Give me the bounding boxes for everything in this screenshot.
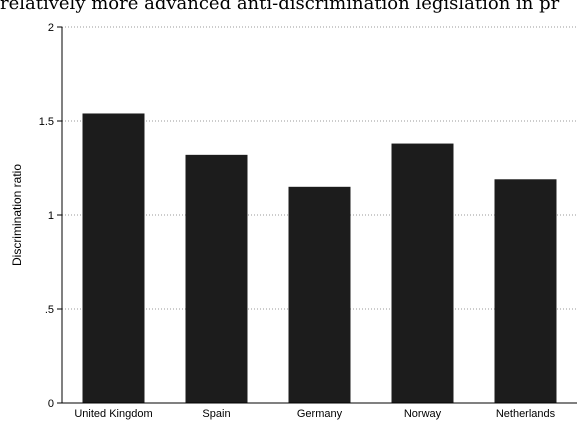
x-tick-label: Norway: [404, 408, 442, 420]
y-tick-label: 2: [48, 22, 54, 34]
bar: [391, 143, 454, 403]
y-tick-label: 1: [48, 210, 54, 222]
bar: [494, 179, 557, 403]
y-tick-label: 1.5: [39, 116, 54, 128]
bar: [185, 154, 248, 403]
bar: [82, 113, 145, 403]
cropped-caption-text: relatively more advanced anti-discrimina…: [0, 0, 560, 14]
x-tick-label: Spain: [202, 408, 230, 420]
bar: [288, 186, 351, 403]
y-ticks: 0 .5 1 1.5 2: [39, 22, 62, 410]
x-tick-labels: United Kingdom Spain Germany Norway Netherla…: [74, 408, 555, 420]
bars: [82, 113, 557, 403]
x-tick-label: Germany: [297, 408, 343, 420]
x-tick-label: United Kingdom: [74, 408, 152, 420]
y-axis-label: Discrimination ratio: [10, 164, 24, 266]
y-tick-label: .5: [45, 304, 54, 316]
y-tick-label: 0: [48, 398, 54, 410]
x-tick-label: Netherlands: [496, 408, 556, 420]
gridlines: [62, 26, 577, 310]
